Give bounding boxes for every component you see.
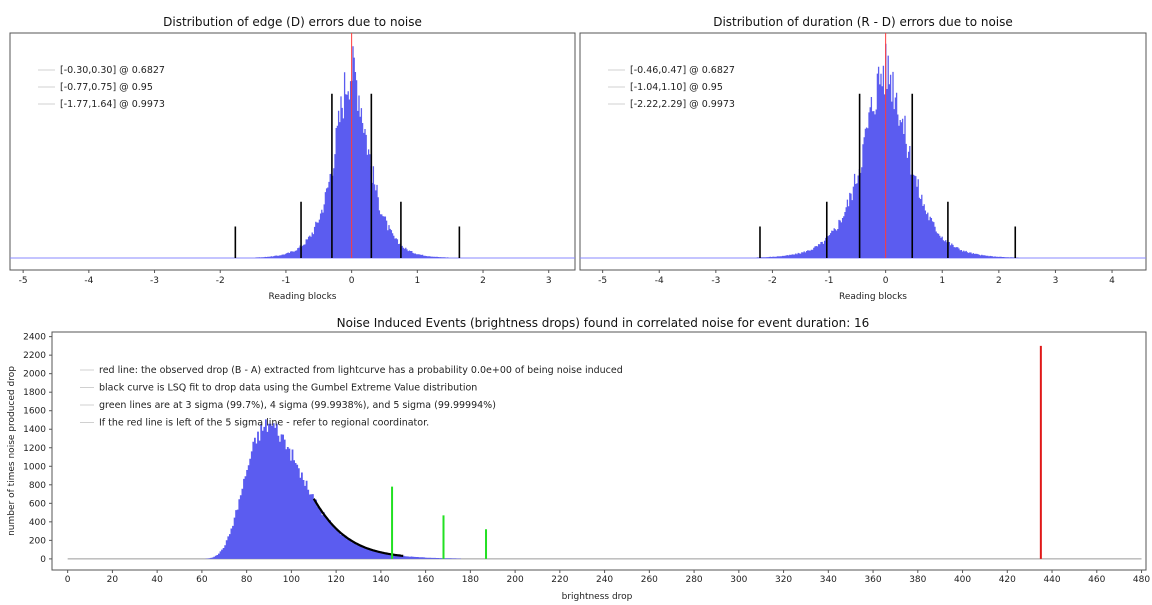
legend-entry: If the red line is left of the 5 sigma l… [99,418,429,429]
x-tick-label: 160 [417,575,434,585]
y-tick-label: 1000 [23,462,46,472]
x-tick-label: -2 [216,276,225,286]
x-tick-label: 2 [996,276,1002,286]
x-tick-label: 40 [151,575,163,585]
x-tick-label: 240 [596,575,613,585]
x-tick-label: -1 [281,276,290,286]
x-tick-label: -2 [768,276,777,286]
legend-entry: red line: the observed drop (B - A) extr… [99,365,623,376]
y-tick-label: 200 [29,536,46,546]
x-tick-label: 1 [414,276,420,286]
y-tick-label: 2400 [23,333,46,343]
histogram-bars [255,46,449,258]
y-tick-label: 1200 [23,444,46,454]
noise-chart-title: Noise Induced Events (brightness drops) … [336,316,870,330]
x-tick-label: 280 [685,575,702,585]
x-axis-label: Reading blocks [839,292,907,302]
legend-entry: [-0.77,0.75] @ 0.95 [60,82,153,93]
x-tick-label: 3 [1053,276,1059,286]
x-tick-label: 480 [1133,575,1150,585]
x-tick-label: 320 [775,575,792,585]
x-tick-label: 1 [939,276,945,286]
x-tick-label: 300 [730,575,747,585]
x-tick-label: -4 [655,276,664,286]
legend-entry: [-1.04,1.10] @ 0.95 [630,82,723,93]
x-tick-label: 80 [241,575,253,585]
histogram-bars [756,43,1019,258]
duration-error-chart: -5 -4 -3 -2 -1 0 1 2 3 4 Reading blocks [-0.46,0.47… [579,32,1147,302]
y-tick-label: 800 [29,481,46,491]
x-tick-label: -1 [825,276,834,286]
x-tick-label: 460 [1088,575,1105,585]
histogram-bars [205,419,461,559]
x-tick-label: 120 [328,575,345,585]
x-tick-label: 220 [551,575,568,585]
x-tick-label: 60 [196,575,208,585]
y-tick-label: 1800 [23,388,46,398]
x-tick-label: 440 [1043,575,1060,585]
legend-entry: [-1.77,1.64] @ 0.9973 [60,99,165,110]
x-tick-label: 180 [462,575,479,585]
duration-chart-title: Distribution of duration (R - D) errors … [713,15,1013,29]
y-axis-label: number of times noise produced drop [7,366,17,536]
x-tick-label: 260 [641,575,658,585]
x-tick-label: 400 [954,575,971,585]
x-tick-label: 200 [507,575,524,585]
legend-entry: black curve is LSQ fit to drop data usin… [99,383,477,394]
x-tick-label: -3 [150,276,159,286]
y-tick-label: 2200 [23,351,46,361]
x-axis-label: Reading blocks [269,292,337,302]
x-tick-label: -5 [19,276,28,286]
y-tick-label: 0 [40,555,46,565]
plot-frame [9,32,576,271]
x-tick-label: 0 [65,575,71,585]
x-tick-label: 140 [372,575,389,585]
legend-entry: [-0.46,0.47] @ 0.6827 [630,65,735,76]
duration-error-panel: Distribution of duration (R - D) errors … [579,15,1147,302]
x-tick-label: 420 [999,575,1016,585]
legend-entry: [-0.30,0.30] @ 0.6827 [60,65,165,76]
x-tick-label: -3 [711,276,720,286]
y-tick-label: 1600 [23,407,46,417]
x-tick-label: 2 [480,276,486,286]
x-tick-label: -5 [598,276,607,286]
y-tick-label: 600 [29,499,46,509]
y-tick-label: 1400 [23,425,46,435]
x-axis-label: brightness drop [562,592,633,602]
legend-entry: [-2.22,2.29] @ 0.9973 [630,99,735,110]
y-tick-label: 2000 [23,370,46,380]
x-tick-label: 340 [820,575,837,585]
edge-chart-title: Distribution of edge (D) errors due to n… [163,15,422,29]
y-tick-label: 400 [29,518,46,528]
x-tick-label: 360 [864,575,881,585]
x-tick-label: 0 [883,276,889,286]
x-tick-label: -4 [84,276,93,286]
x-tick-label: 380 [909,575,926,585]
x-tick-label: 4 [1109,276,1115,286]
edge-error-panel: Distribution of edge (D) errors due to n… [0,0,578,310]
x-tick-label: 20 [107,575,119,585]
x-tick-label: 100 [283,575,300,585]
x-tick-label: 3 [546,276,552,286]
gumbel-fit-curve [312,498,404,557]
legend-entry: green lines are at 3 sigma (99.7%), 4 si… [99,400,496,411]
x-tick-label: 0 [349,276,355,286]
edge-error-chart: -5 -4 -3 -2 -1 0 1 2 3 Reading blocks [-0.30,0.30]… [9,32,576,302]
